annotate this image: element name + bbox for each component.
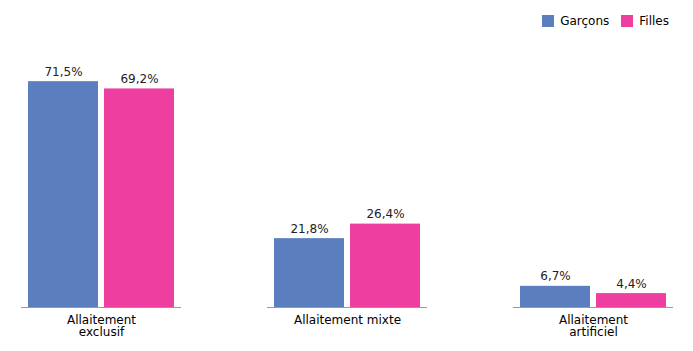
svg-text:4,4%: 4,4% <box>616 277 647 291</box>
svg-text:26,4%: 26,4% <box>366 207 404 221</box>
html-text:Filles: Filles <box>639 13 669 28</box>
html-text:Garçons: Garçons <box>560 13 610 28</box>
svg-text:Allaitement mixte: Allaitement mixte <box>294 313 401 327</box>
svg-text:Allaitementexclusif: Allaitementexclusif <box>67 313 136 339</box>
svg-text:Allaitementartificiel: Allaitementartificiel <box>559 313 628 339</box>
svg-text:71,5%: 71,5% <box>44 65 82 79</box>
svg-text:21,8%: 21,8% <box>290 222 328 236</box>
svg-text:6,7%: 6,7% <box>540 269 571 283</box>
svg-text:69,2%: 69,2% <box>120 72 158 86</box>
